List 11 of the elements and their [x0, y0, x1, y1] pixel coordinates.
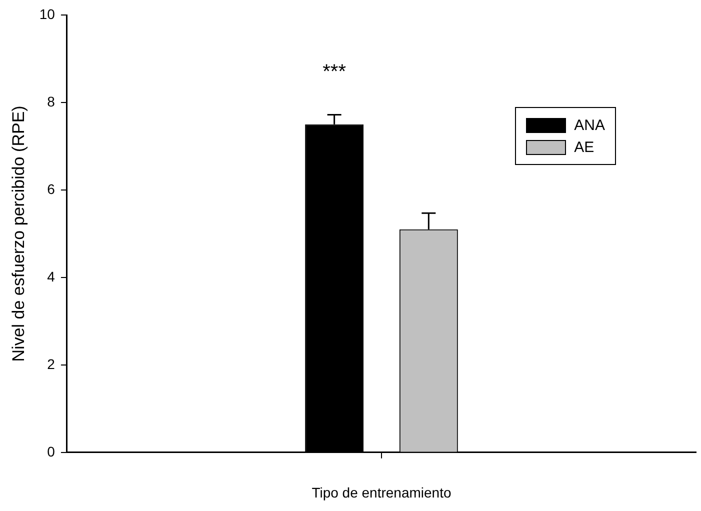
x-axis-title: Tipo de entrenamiento — [312, 484, 452, 500]
legend-label: ANA — [574, 116, 605, 134]
y-tick-label: 10 — [39, 6, 56, 22]
y-axis-title: Nivel de esfuerzo percibido (RPE) — [8, 106, 28, 362]
annotation: *** — [322, 60, 346, 83]
y-tick-label: 4 — [47, 268, 56, 284]
y-tick-label: 6 — [47, 180, 56, 197]
y-tick-label: 8 — [47, 93, 56, 110]
y-tick-label: 0 — [47, 443, 56, 460]
y-tick-label: 2 — [47, 356, 56, 372]
legend-label: AE — [574, 138, 594, 156]
